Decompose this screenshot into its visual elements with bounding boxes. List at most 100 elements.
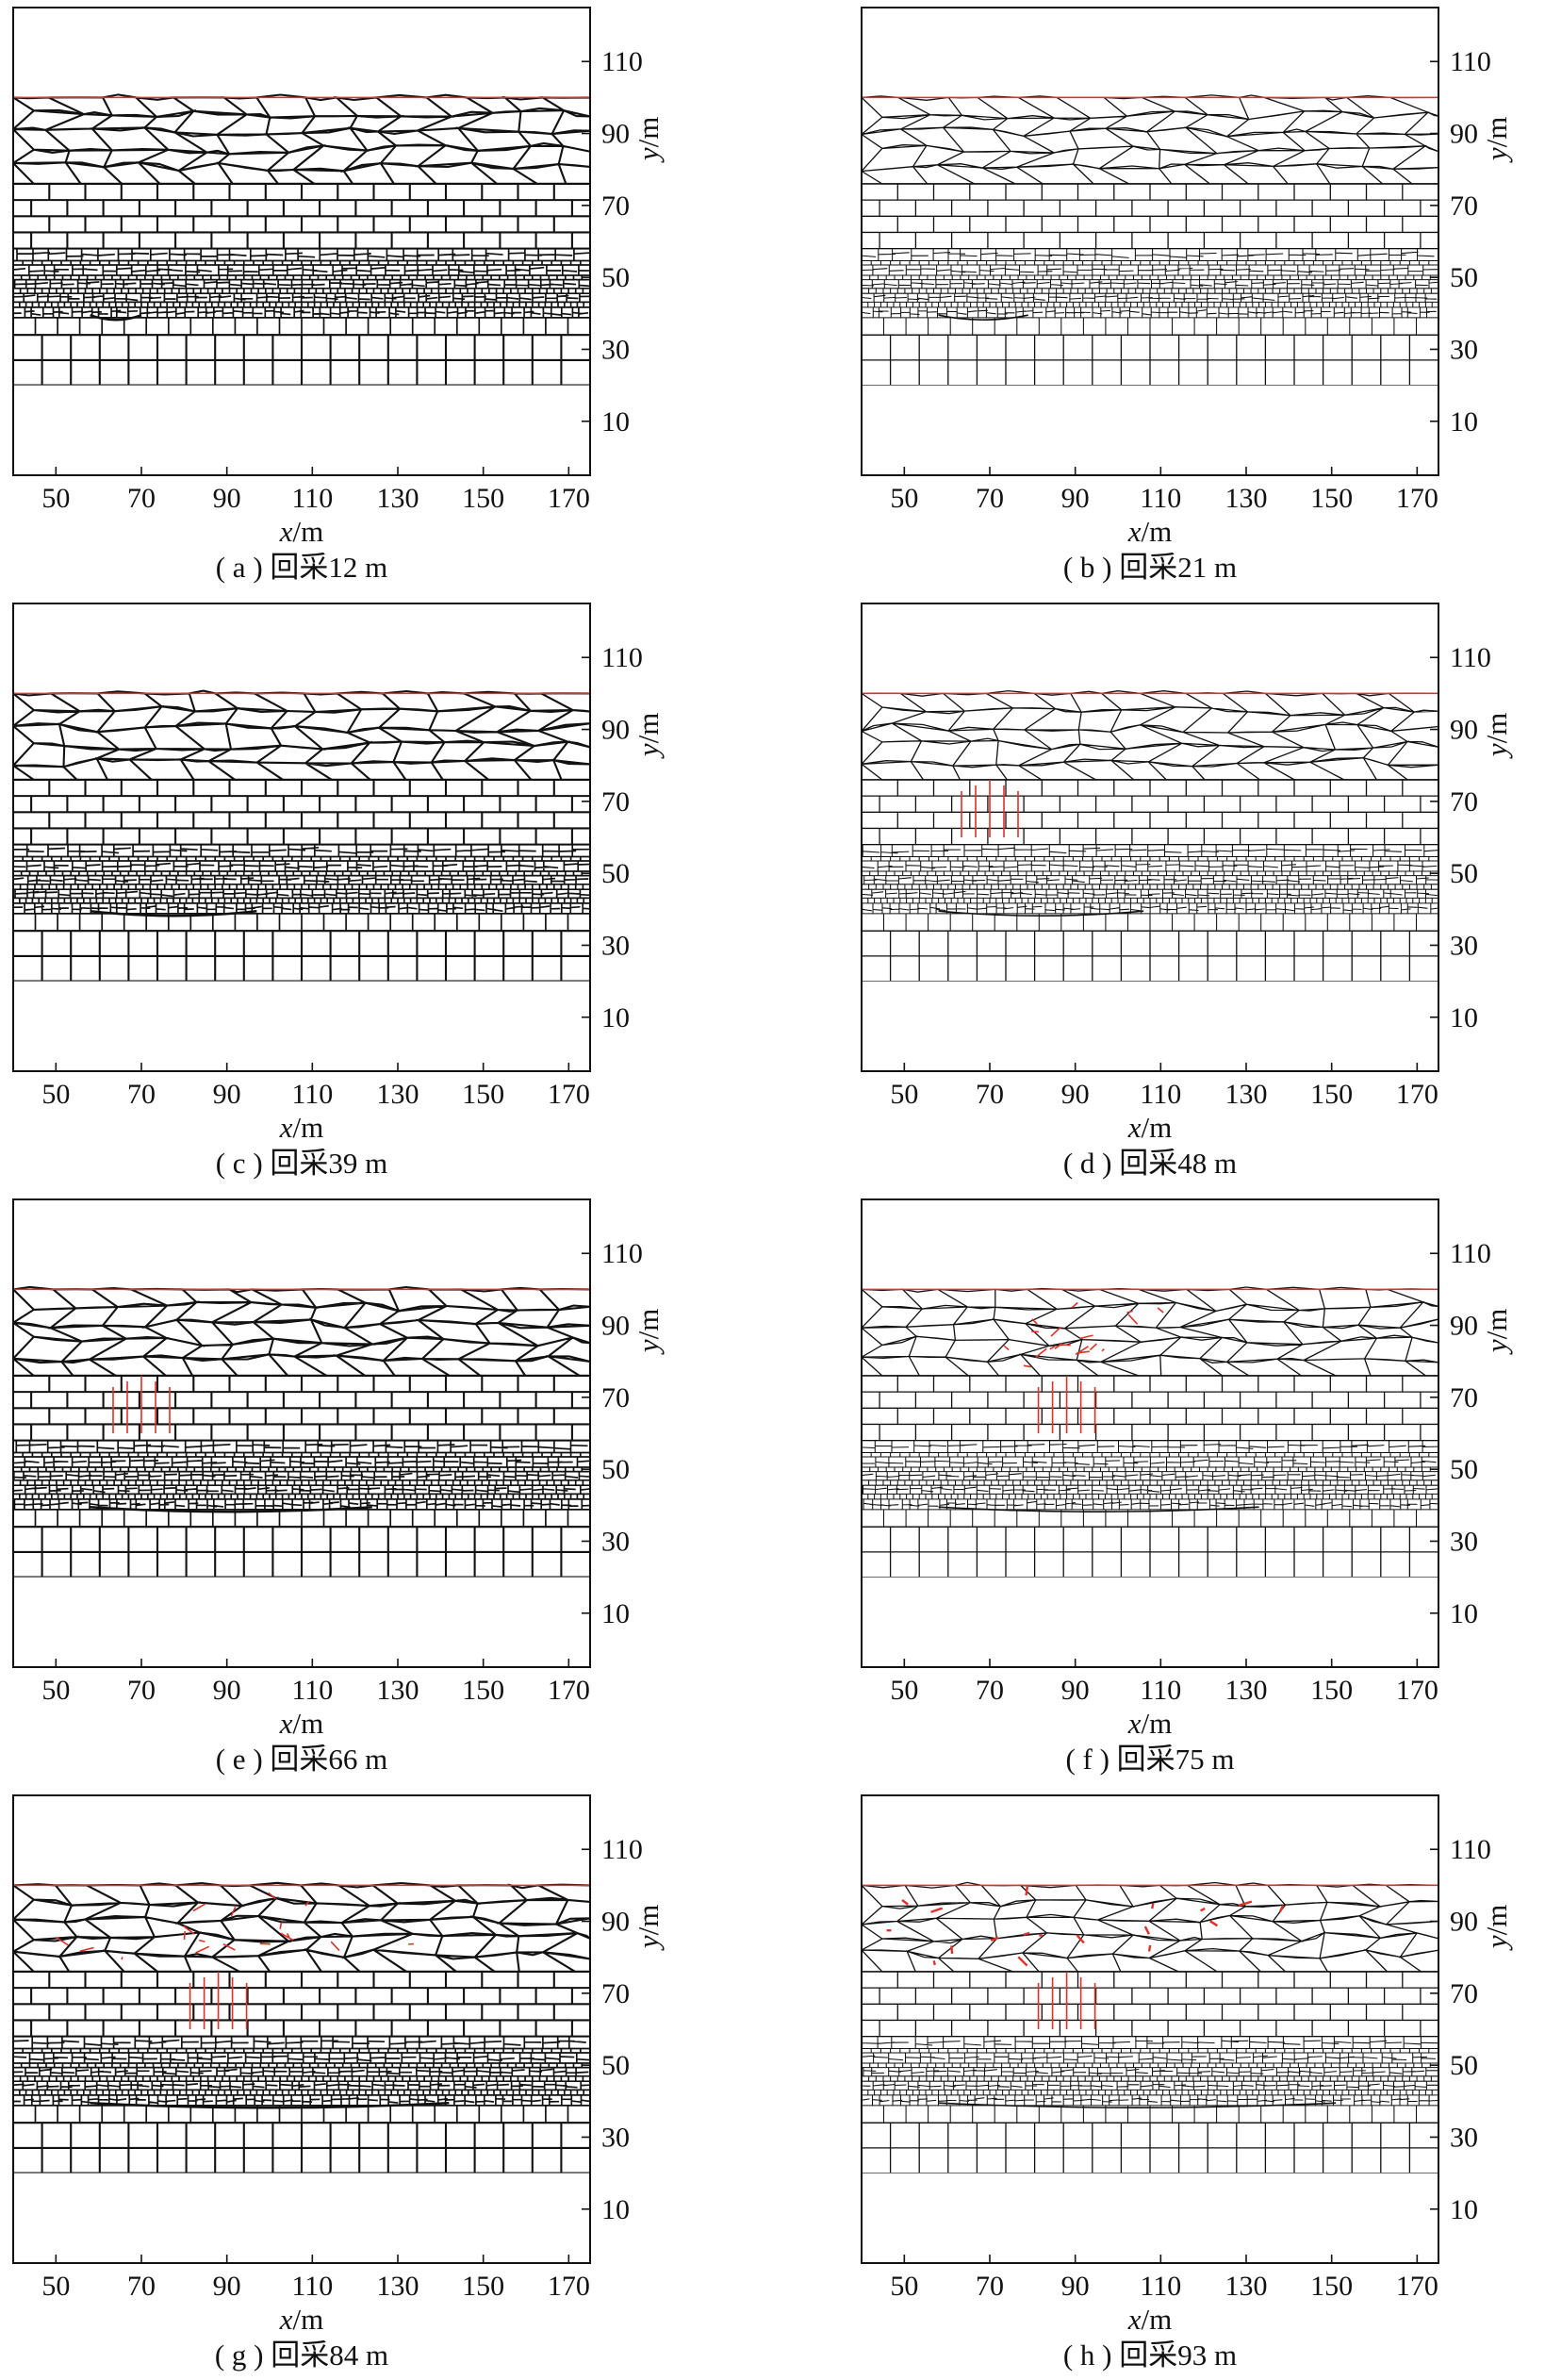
- x-tick-label: 170: [548, 2271, 590, 2302]
- goaf-subsidence-curve: [938, 1506, 1259, 1512]
- x-tick-label: 70: [127, 483, 156, 514]
- y-tick-label: 30: [601, 1526, 630, 1557]
- y-tick-label: 90: [1450, 715, 1478, 746]
- x-tick-label: 150: [1310, 483, 1353, 514]
- y-tick-label: 50: [1450, 1454, 1478, 1485]
- plot-frame: [12, 603, 591, 1072]
- x-axis-title: x/m: [279, 2303, 324, 2336]
- model-geometry: [862, 94, 1438, 386]
- x-tick-label: 130: [1225, 2271, 1268, 2302]
- fracture-marks: [112, 1376, 171, 1433]
- y-tick-label: 10: [1450, 1598, 1478, 1629]
- y-tick-label: 110: [1450, 1834, 1491, 1865]
- y-tick-label: 90: [1450, 1311, 1478, 1342]
- x-axis-title: x/m: [1127, 1707, 1173, 1740]
- x-tick-label: 70: [976, 1079, 1004, 1110]
- y-tick-label: 110: [601, 46, 643, 77]
- x-tick-label: 50: [890, 483, 918, 514]
- y-axis-title: y/m: [1480, 117, 1513, 164]
- x-tick-label: 130: [1225, 1079, 1268, 1110]
- plot-frame: [12, 1198, 591, 1668]
- fracture-marks: [1037, 1376, 1096, 1433]
- y-tick-label: 90: [601, 1311, 630, 1342]
- fine-layers: [13, 2035, 590, 2124]
- y-tick-label: 10: [1450, 2194, 1478, 2225]
- x-tick-label: 90: [1061, 1675, 1090, 1706]
- x-tick-label: 110: [1140, 2271, 1181, 2302]
- y-tick-label: 10: [1450, 406, 1478, 438]
- x-tick-label: 70: [976, 1675, 1004, 1706]
- x-tick-label: 110: [1140, 483, 1181, 514]
- plot-frame: [861, 1198, 1439, 1668]
- foundation-grid: [13, 1526, 590, 1578]
- y-tick-label: 50: [601, 1454, 630, 1485]
- panel-caption: ( c ) 回采39 m: [216, 1147, 388, 1180]
- y-tick-label: 110: [1450, 642, 1491, 673]
- y-axis-title: y/m: [632, 1905, 665, 1951]
- y-tick-label: 50: [601, 858, 630, 889]
- x-axis-title: x/m: [1127, 2303, 1173, 2336]
- x-tick-label: 150: [1310, 1079, 1353, 1110]
- y-tick-label: 50: [601, 262, 630, 293]
- x-axis-title: x/m: [1127, 515, 1173, 548]
- y-tick-label: 110: [601, 1238, 643, 1269]
- x-tick-label: 110: [291, 483, 333, 514]
- x-tick-label: 170: [1396, 1675, 1438, 1706]
- fine-layers: [13, 247, 590, 337]
- foundation-grid: [862, 1526, 1438, 1578]
- plot-frame: [12, 7, 591, 476]
- x-tick-label: 70: [127, 1675, 156, 1706]
- y-tick-label: 70: [601, 1382, 630, 1413]
- model-geometry: [862, 1286, 1438, 1578]
- fracture-marks-upper: [1003, 1301, 1164, 1368]
- x-tick-label: 150: [462, 483, 504, 514]
- y-tick-label: 90: [601, 1907, 630, 1938]
- plot-frame: [861, 7, 1439, 476]
- y-axis-title: y/m: [1480, 1309, 1513, 1356]
- model-geometry: [862, 689, 1438, 982]
- fine-layers: [13, 843, 590, 933]
- voronoi-block-layer: [862, 94, 1438, 185]
- voronoi-block-layer: [13, 1881, 590, 1974]
- y-axis-title: y/m: [632, 117, 665, 164]
- plot-frame: [12, 1794, 591, 2264]
- y-tick-label: 10: [601, 2194, 630, 2225]
- x-tick-label: 90: [213, 1675, 241, 1706]
- fine-layers: [13, 1439, 590, 1529]
- y-axis-title: y/m: [1480, 713, 1513, 760]
- y-axis-title: y/m: [632, 713, 665, 760]
- y-tick-label: 110: [1450, 46, 1491, 77]
- x-tick-label: 70: [976, 483, 1004, 514]
- fine-layers: [862, 2036, 1438, 2124]
- x-tick-label: 50: [41, 483, 70, 514]
- x-tick-label: 130: [377, 2271, 419, 2302]
- foundation-grid: [13, 930, 590, 982]
- goaf-subsidence-curve: [90, 1505, 372, 1513]
- x-tick-label: 110: [1140, 1079, 1181, 1110]
- y-tick-label: 50: [1450, 2050, 1478, 2081]
- panel-caption: ( b ) 回采21 m: [1063, 551, 1237, 584]
- x-tick-label: 50: [890, 1079, 918, 1110]
- voronoi-block-layer: [862, 1286, 1438, 1377]
- x-tick-label: 90: [213, 2271, 241, 2302]
- x-tick-label: 150: [462, 1079, 504, 1110]
- x-tick-label: 130: [377, 1079, 419, 1110]
- x-axis-title: x/m: [1127, 1111, 1173, 1144]
- y-tick-label: 50: [1450, 262, 1478, 293]
- x-tick-label: 170: [548, 483, 590, 514]
- x-tick-label: 150: [1310, 2271, 1353, 2302]
- x-tick-label: 70: [976, 2271, 1004, 2302]
- panel-caption: ( h ) 回采93 m: [1063, 2339, 1237, 2372]
- y-tick-label: 90: [601, 119, 630, 150]
- voronoi-block-layer: [13, 689, 590, 782]
- panel-caption: ( f ) 回采75 m: [1065, 1743, 1234, 1776]
- y-tick-label: 110: [601, 642, 643, 673]
- x-axis-title: x/m: [279, 515, 324, 548]
- goaf-subsidence-curve: [90, 909, 257, 917]
